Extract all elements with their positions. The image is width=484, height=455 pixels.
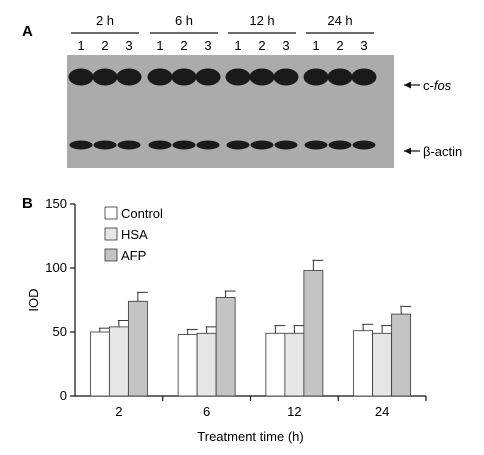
bar: [89, 331, 110, 397]
cfos-band: [303, 68, 329, 86]
lane-number: 1: [77, 38, 84, 53]
legend-label: AFP: [121, 248, 146, 263]
actin-band: [93, 140, 117, 150]
actin-band: [117, 140, 141, 150]
x-tick-label: 24: [375, 404, 389, 419]
bar: [303, 270, 324, 397]
cfos-label: c-fos: [423, 78, 452, 93]
cfos-band: [351, 68, 377, 86]
legend-label: Control: [121, 206, 163, 221]
lane-number: 3: [282, 38, 289, 53]
actin-band: [172, 140, 196, 150]
y-tick-label: 0: [60, 388, 67, 403]
blot-bands: [68, 68, 377, 150]
bar: [353, 330, 374, 397]
lane-number: 3: [360, 38, 367, 53]
cfos-band: [68, 68, 94, 86]
cfos-band: [225, 68, 251, 86]
lane-number: 2: [180, 38, 187, 53]
legend-swatch: [104, 206, 118, 220]
x-tick-label: 6: [203, 404, 210, 419]
actin-label: β-actin: [423, 144, 462, 159]
actin-band: [250, 140, 274, 150]
lane-number: 3: [125, 38, 132, 53]
x-tick-label: 2: [115, 404, 122, 419]
panel-a-label: A: [22, 23, 33, 40]
bar: [177, 334, 198, 397]
cfos-band: [147, 68, 173, 86]
bar: [284, 332, 305, 397]
actin-band: [304, 140, 328, 150]
cfos-band: [92, 68, 118, 86]
y-axis-label: IOD: [26, 288, 41, 311]
y-tick-label: 100: [45, 260, 67, 275]
lane-number: 1: [156, 38, 163, 53]
actin-band: [274, 140, 298, 150]
cfos-band: [195, 68, 221, 86]
bar: [265, 332, 286, 397]
lane-header: 2 h 1 2 3 6 h 1 2 3 12 h 1 2 3 24 h 1 2 3: [71, 13, 374, 53]
lane-number: 2: [258, 38, 265, 53]
actin-band: [196, 140, 220, 150]
cfos-band: [171, 68, 197, 86]
bar: [391, 313, 412, 397]
actin-band: [148, 140, 172, 150]
cfos-band: [327, 68, 353, 86]
time-label: 6 h: [175, 13, 193, 28]
lane-number: 3: [204, 38, 211, 53]
lane-number: 2: [336, 38, 343, 53]
time-label: 2 h: [96, 13, 114, 28]
cfos-band: [116, 68, 142, 86]
legend-swatch: [104, 227, 118, 241]
cfos-band: [249, 68, 275, 86]
x-axis-label: Treatment time (h): [197, 429, 303, 444]
bar: [108, 326, 129, 397]
time-label: 12 h: [249, 13, 274, 28]
bar: [196, 332, 217, 397]
bar: [127, 300, 148, 397]
actin-band: [328, 140, 352, 150]
cfos-band: [273, 68, 299, 86]
lane-number: 2: [101, 38, 108, 53]
bar-chart: 0 50 100 150 IOD 2 6 12 24 Treatment time (h) Cont…: [26, 196, 427, 444]
lane-number: 1: [312, 38, 319, 53]
actin-band: [352, 140, 376, 150]
time-label: 24 h: [327, 13, 352, 28]
actin-band: [69, 140, 93, 150]
cfos-arrow-icon: [404, 81, 420, 89]
bar: [372, 332, 393, 397]
legend: Control HSA AFP: [104, 206, 163, 263]
y-tick-label: 150: [45, 196, 67, 211]
bar: [215, 297, 236, 397]
legend-swatch: [104, 248, 118, 262]
legend-label: HSA: [121, 227, 148, 242]
y-tick-label: 50: [53, 324, 67, 339]
x-tick-label: 12: [287, 404, 301, 419]
actin-arrow-icon: [404, 147, 420, 155]
panel-b-label: B: [22, 195, 33, 212]
lane-number: 1: [234, 38, 241, 53]
actin-band: [226, 140, 250, 150]
